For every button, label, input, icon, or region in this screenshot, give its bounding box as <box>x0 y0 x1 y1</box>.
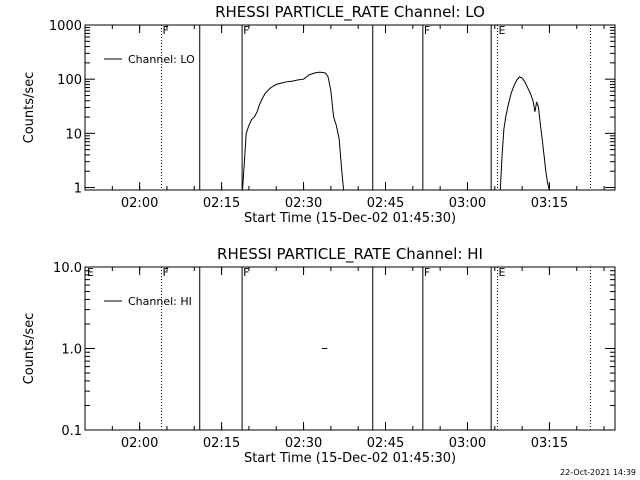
y-axis-label: Counts/sec <box>22 72 37 144</box>
legend-label: Channel: LO <box>128 53 195 66</box>
x-axis-label: Start Time (15-Dec-02 01:45:30) <box>244 211 456 226</box>
chart-title: RHESSI PARTICLE_RATE Channel: LO <box>215 3 485 22</box>
y-tick-label: 1000 <box>49 19 82 34</box>
series-line <box>242 71 345 191</box>
y-tick-label: 100 <box>57 73 82 88</box>
legend-label: Channel: HI <box>128 295 192 308</box>
event-flag: F <box>243 266 249 279</box>
y-tick-label: 1 <box>74 182 82 197</box>
timestamp: 22-Oct-2021 14:39 <box>560 468 636 477</box>
x-tick-label: 02:15 <box>203 196 240 211</box>
event-flag: E <box>87 266 94 279</box>
y-tick-label: 1.0 <box>61 343 82 358</box>
event-flag: F <box>424 266 430 279</box>
x-tick-label: 03:00 <box>449 436 486 451</box>
x-tick-label: 02:45 <box>367 436 404 451</box>
x-axis-label: Start Time (15-Dec-02 01:45:30) <box>244 451 456 466</box>
event-flag: F <box>243 24 249 37</box>
x-tick-label: 03:15 <box>531 196 568 211</box>
event-flag: F <box>162 266 168 279</box>
plot-frame <box>84 266 616 431</box>
x-tick-label: 03:15 <box>531 436 568 451</box>
y-axis-label: Counts/sec <box>22 313 37 385</box>
y-tick-label: 10.0 <box>53 261 82 276</box>
x-tick-label: 02:00 <box>121 436 158 451</box>
panel-hi: RHESSI PARTICLE_RATE Channel: HI E F F F E 02:… <box>22 245 616 466</box>
series-line <box>499 76 550 191</box>
y-tick-label: 0.1 <box>61 424 82 439</box>
y-tick-label: 10 <box>65 127 82 142</box>
x-tick-label: 02:30 <box>285 196 322 211</box>
chart-title: RHESSI PARTICLE_RATE Channel: HI <box>217 245 483 264</box>
x-tick-label: 03:00 <box>449 196 486 211</box>
x-tick-label: 02:45 <box>367 196 404 211</box>
x-tick-label: 02:00 <box>121 196 158 211</box>
x-tick-label: 02:15 <box>203 436 240 451</box>
event-flag: E <box>499 266 506 279</box>
event-flag: E <box>499 24 506 37</box>
event-flag: F <box>162 24 168 37</box>
panel-lo: RHESSI PARTICLE_RATE Channel: LO F F F E 02:0… <box>22 3 616 226</box>
event-flag: F <box>424 24 430 37</box>
x-tick-label: 02:30 <box>285 436 322 451</box>
